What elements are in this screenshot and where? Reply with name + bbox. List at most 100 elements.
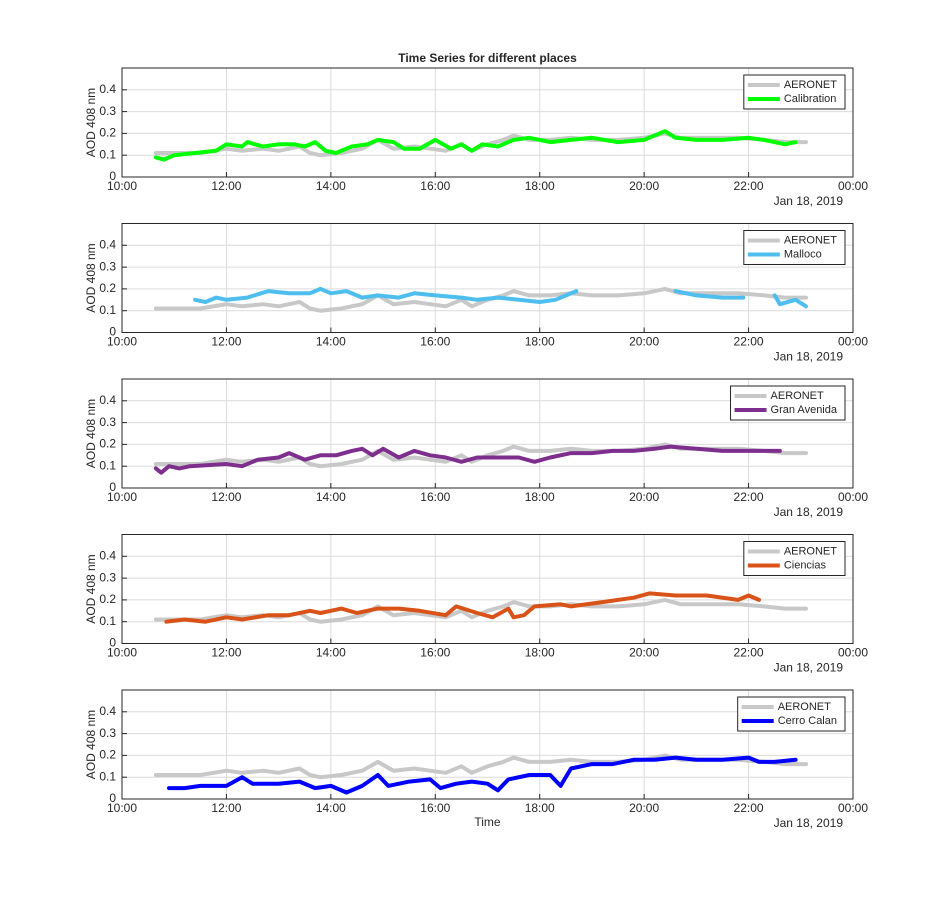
y-axis-label: AOD 408 nm	[84, 88, 98, 157]
y-axis-label: AOD 408 nm	[84, 710, 98, 779]
x-tick-label: 12:00	[211, 801, 241, 815]
date-label: Jan 18, 2019	[774, 505, 844, 519]
date-label: Jan 18, 2019	[774, 661, 844, 675]
x-tick-label: 00:00	[838, 179, 868, 193]
x-tick-label: 16:00	[420, 179, 450, 193]
axes-box	[121, 223, 854, 333]
legend: AERONET Malloco	[743, 230, 846, 265]
y-tick-label: 0	[109, 169, 116, 183]
y-tick-label: 0.4	[99, 393, 116, 407]
x-tick-label: 22:00	[734, 335, 764, 349]
axes-box	[121, 67, 854, 178]
x-axis-label: Time	[474, 815, 501, 829]
y-tick-label: 0.1	[99, 147, 116, 161]
y-tick-label: 0.2	[99, 592, 116, 606]
axes-background	[122, 690, 853, 799]
legend-box	[730, 385, 846, 421]
x-tick-label: 12:00	[211, 335, 241, 349]
x-tick-label: 18:00	[525, 179, 555, 193]
y-tick-label: 0	[109, 480, 116, 494]
axes-background	[122, 68, 853, 177]
x-tick-label: 00:00	[838, 335, 868, 349]
y-tick-label: 0.1	[99, 458, 116, 472]
x-tick-label: 22:00	[734, 801, 764, 815]
chart-title: Time Series for different places	[398, 51, 577, 65]
x-tick-label: 20:00	[629, 335, 659, 349]
x-tick-label: 18:00	[525, 646, 555, 660]
y-tick-label: 0.4	[99, 704, 116, 718]
date-label: Jan 18, 2019	[774, 350, 844, 364]
x-tick-label: 22:00	[734, 490, 764, 504]
y-tick-label: 0	[109, 636, 116, 650]
y-axis-label: AOD 408 nm	[84, 554, 98, 623]
legend-label: Cerro Calan	[778, 715, 837, 727]
y-tick-label: 0.2	[99, 126, 116, 140]
x-tick-label: 12:00	[211, 646, 241, 660]
legend-label: Gran Avenida	[771, 404, 838, 416]
x-tick-label: 14:00	[316, 179, 346, 193]
axes-box	[121, 689, 854, 800]
x-tick-label: 00:00	[838, 490, 868, 504]
x-tick-label: 16:00	[420, 801, 450, 815]
legend-label: AERONET	[771, 390, 824, 402]
x-tick-label: 22:00	[734, 646, 764, 660]
x-tick-label: 10:00	[107, 490, 137, 504]
legend-label: Ciencias	[784, 559, 827, 571]
x-tick-label: 16:00	[420, 335, 450, 349]
y-tick-label: 0.2	[99, 437, 116, 451]
x-tick-label: 18:00	[525, 335, 555, 349]
legend-box	[743, 230, 846, 265]
x-tick-label: 14:00	[316, 335, 346, 349]
axes-background	[122, 223, 853, 333]
x-tick-label: 16:00	[420, 646, 450, 660]
y-tick-label: 0.4	[99, 82, 116, 96]
x-tick-label: 10:00	[107, 335, 137, 349]
y-tick-label: 0.4	[99, 548, 116, 562]
x-tick-label: 20:00	[629, 490, 659, 504]
axes-box	[121, 534, 854, 644]
data-line	[153, 286, 808, 313]
date-label: Jan 18, 2019	[774, 194, 844, 208]
plot-area	[153, 129, 808, 162]
y-tick-label: 0.3	[99, 726, 116, 740]
y-tick-label: 0.4	[99, 237, 116, 251]
x-tick-label: 00:00	[838, 646, 868, 660]
y-tick-label: 0.1	[99, 303, 116, 317]
legend: AERONET Calibration	[743, 74, 846, 110]
date-label: Jan 18, 2019	[774, 816, 844, 830]
y-tick-label: 0.3	[99, 104, 116, 118]
x-tick-label: 00:00	[838, 801, 868, 815]
y-tick-label: 0.2	[99, 748, 116, 762]
legend-label: Calibration	[784, 93, 837, 105]
data-line	[164, 591, 761, 624]
y-axis-label: AOD 408 nm	[84, 399, 98, 468]
legend-label: AERONET	[778, 701, 831, 713]
x-tick-label: 10:00	[107, 801, 137, 815]
legend-box	[743, 74, 846, 110]
legend-box	[743, 541, 846, 576]
plot-area	[153, 442, 808, 475]
y-axis-label: AOD 408 nm	[84, 243, 98, 312]
data-line	[193, 286, 808, 309]
legend-box	[737, 696, 846, 732]
x-tick-label: 12:00	[211, 490, 241, 504]
x-tick-label: 18:00	[525, 801, 555, 815]
plot-area	[153, 286, 808, 313]
axes-box	[121, 378, 854, 489]
x-tick-label: 10:00	[107, 179, 137, 193]
legend: AERONET Cerro Calan	[737, 696, 846, 732]
data-line	[167, 755, 798, 795]
y-tick-label: 0.3	[99, 259, 116, 273]
x-tick-label: 14:00	[316, 801, 346, 815]
x-tick-label: 20:00	[629, 801, 659, 815]
y-tick-label: 0.1	[99, 769, 116, 783]
plot-area	[153, 753, 808, 795]
y-tick-label: 0.2	[99, 281, 116, 295]
legend: AERONET Ciencias	[743, 541, 846, 576]
x-tick-label: 14:00	[316, 490, 346, 504]
x-tick-label: 22:00	[734, 179, 764, 193]
y-tick-label: 0	[109, 325, 116, 339]
y-tick-label: 0.3	[99, 415, 116, 429]
legend-label: Malloco	[784, 248, 822, 260]
